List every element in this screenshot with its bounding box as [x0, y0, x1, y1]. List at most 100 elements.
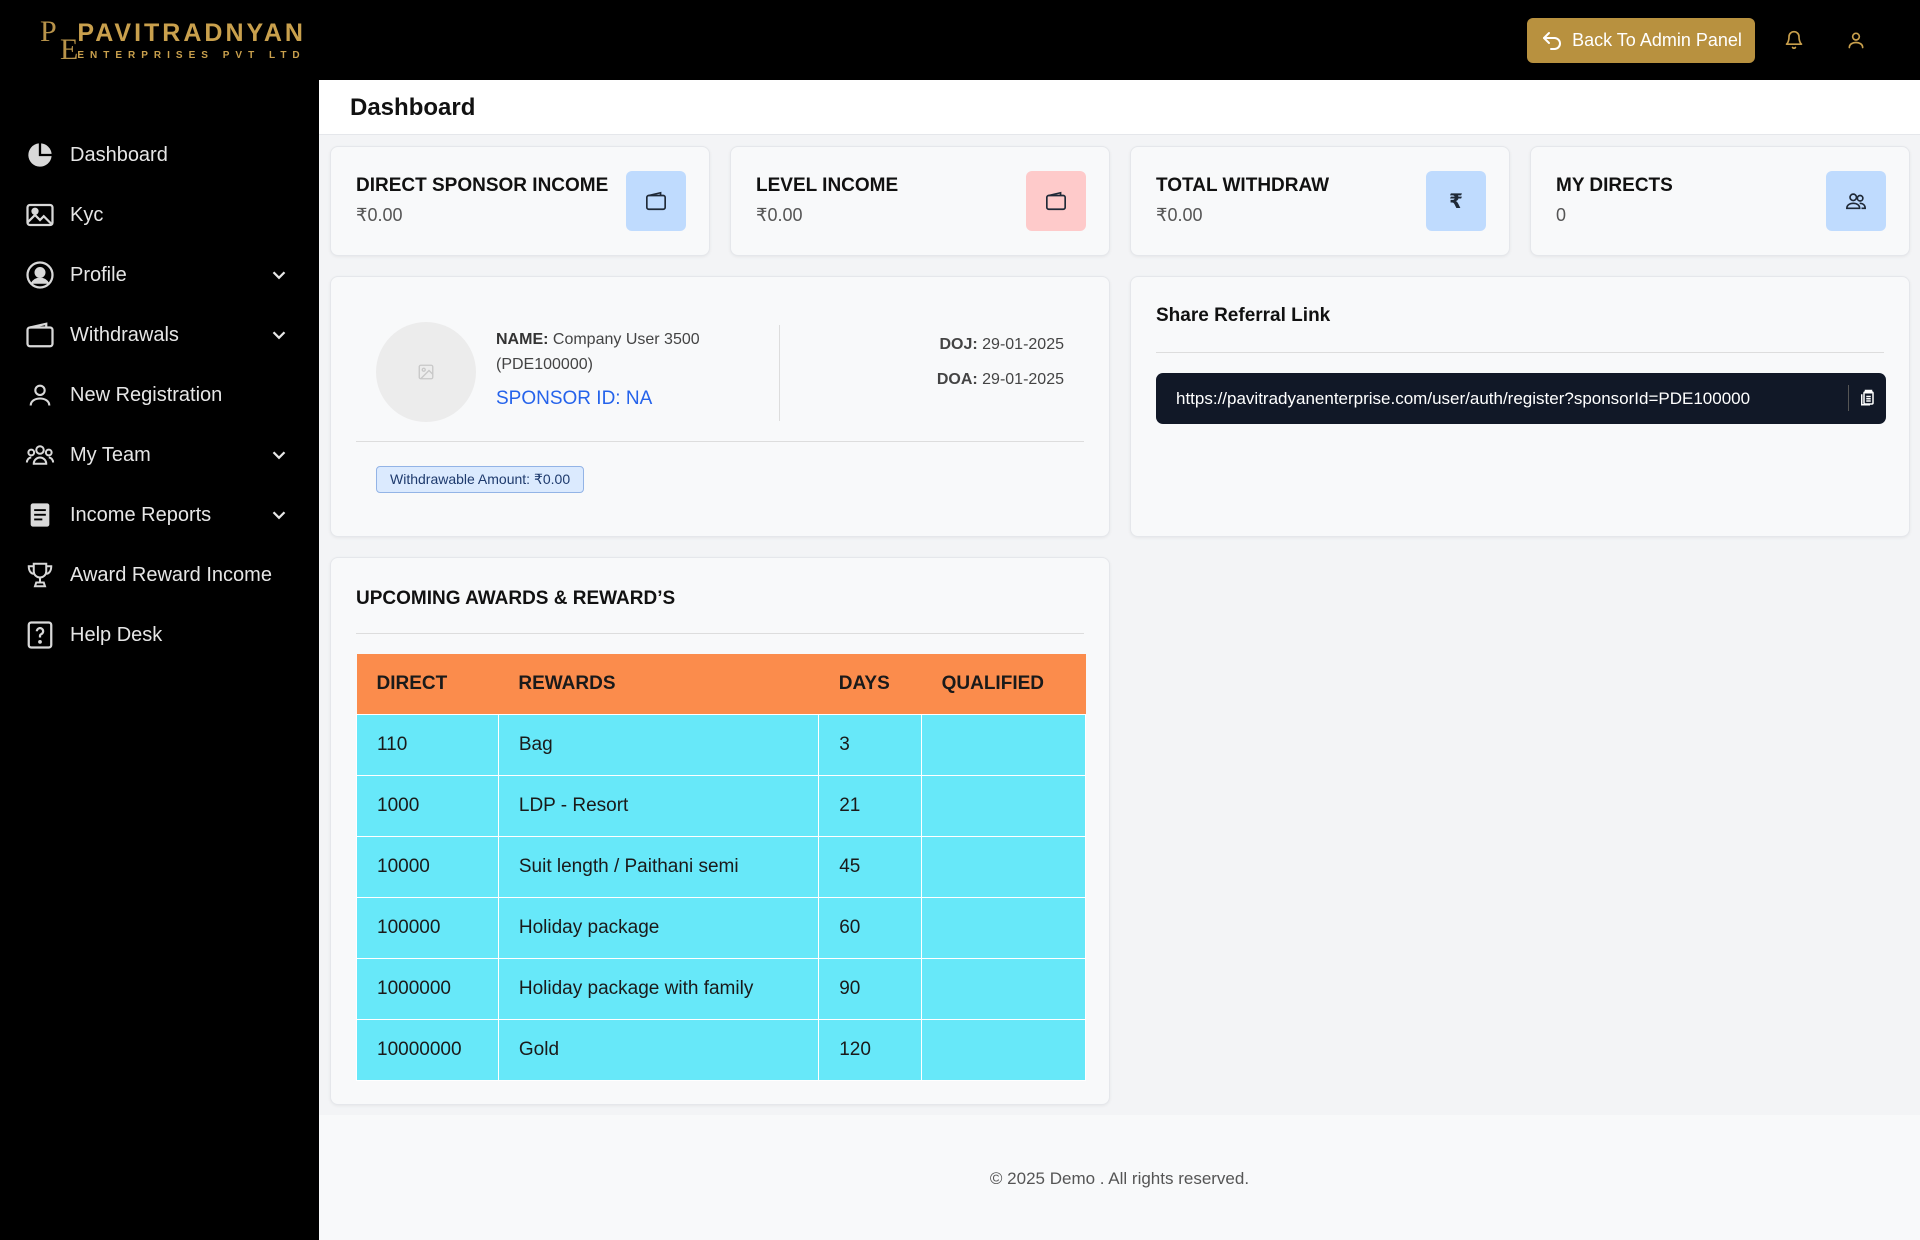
table-cell [921, 1018, 1086, 1081]
table-cell: Bag [497, 713, 820, 776]
table-cell: 60 [818, 896, 923, 959]
sidebar-item-kyc[interactable]: Kyc [0, 190, 319, 240]
table-cell: 100000 [356, 896, 499, 959]
stat-card-total-withdraw: TOTAL WITHDRAW ₹0.00 ₹ [1130, 146, 1510, 256]
footer: © 2025 Demo . All rights reserved. [319, 1115, 1920, 1240]
sponsor-id: SPONSOR ID: NA [496, 388, 653, 409]
sidebar: Dashboard Kyc Profile Withdrawals New Re… [0, 80, 319, 1240]
table-row: 110 Bag 3 [356, 713, 1086, 776]
divider [356, 633, 1084, 634]
stat-card-direct-sponsor-income: DIRECT SPONSOR INCOME ₹0.00 [330, 146, 710, 256]
table-cell: LDP - Resort [497, 774, 820, 837]
referral-title: Share Referral Link [1156, 305, 1331, 326]
awards-table: DIRECT REWARDS DAYS QUALIFIED 110 Bag 3 … [356, 654, 1086, 1081]
stat-value: ₹0.00 [356, 205, 403, 225]
column-header: DAYS [818, 654, 922, 714]
divider [779, 325, 780, 421]
table-cell [921, 957, 1086, 1020]
profile-card: NAME: Company User 3500 (PDE100000) SPON… [330, 276, 1110, 537]
table-cell: Holiday package with family [497, 957, 820, 1020]
table-cell: 120 [818, 1018, 923, 1081]
table-cell: Suit length / Paithani semi [497, 835, 820, 898]
table-cell: Holiday package [497, 896, 820, 959]
profile-dates: DOJ: 29-01-2025 DOA: 29-01-2025 [937, 327, 1064, 397]
table-header-row: DIRECT REWARDS DAYS QUALIFIED [356, 654, 1086, 714]
stat-value: ₹0.00 [756, 205, 803, 225]
awards-card: UPCOMING AWARDS & REWARD’S DIRECT REWARD… [330, 557, 1110, 1105]
divider [356, 441, 1084, 442]
trophy-icon [24, 559, 56, 591]
user-circle-icon [24, 259, 56, 291]
stat-value: 0 [1556, 205, 1567, 225]
main-header: Dashboard [319, 80, 1920, 135]
rupee-icon: ₹ [1426, 171, 1486, 231]
awards-title: UPCOMING AWARDS & REWARD’S [356, 588, 676, 609]
users-icon [1826, 171, 1886, 231]
wallet-icon [626, 171, 686, 231]
doa: DOA: 29-01-2025 [936, 371, 1064, 388]
sidebar-item-withdrawals[interactable]: Withdrawals [0, 310, 319, 360]
document-icon [24, 499, 56, 531]
stat-title: DIRECT SPONSOR INCOME [356, 175, 609, 196]
sidebar-item-help-desk[interactable]: Help Desk [0, 610, 319, 660]
table-cell: 45 [818, 835, 923, 898]
sidebar-item-new-registration[interactable]: New Registration [0, 370, 319, 420]
table-cell: 3 [818, 713, 923, 776]
sidebar-item-award-reward-income[interactable]: Award Reward Income [0, 550, 319, 600]
copy-icon[interactable] [1848, 385, 1876, 411]
column-header: DIRECT [356, 654, 499, 714]
top-bar: P E PAVITRADNYAN ENTERPRISES PVT LTD Bac… [0, 0, 1920, 80]
user-icon [24, 379, 56, 411]
table-cell [921, 835, 1086, 898]
sidebar-item-dashboard[interactable]: Dashboard [0, 130, 319, 180]
doj: DOJ: 29-01-2025 [939, 336, 1064, 353]
table-row: 1000 LDP - Resort 21 [356, 774, 1086, 837]
back-to-admin-label: Back To Admin Panel [1572, 30, 1742, 50]
table-cell: 110 [356, 713, 499, 776]
referral-link[interactable]: https://pavitradyanenterprise.com/user/a… [1176, 388, 1751, 408]
page-title: Dashboard [350, 94, 476, 121]
table-row: 10000 Suit length / Paithani semi 45 [356, 835, 1086, 898]
table-cell: 10000 [356, 835, 499, 898]
column-header: QUALIFIED [921, 654, 1086, 714]
divider [1156, 352, 1884, 353]
withdrawable-amount-badge: Withdrawable Amount: ₹0.00 [376, 466, 585, 493]
image-placeholder-icon [418, 364, 434, 380]
table-cell: 10000000 [356, 1018, 499, 1081]
brand-subtitle: ENTERPRISES PVT LTD [77, 50, 306, 61]
copyright-text: © 2025 Demo . All rights reserved. [989, 1169, 1250, 1188]
table-cell [921, 713, 1086, 776]
table-row: 1000000 Holiday package with family 90 [356, 957, 1086, 1020]
users-icon [24, 439, 56, 471]
pie-chart-icon [24, 139, 56, 171]
sidebar-item-profile[interactable]: Profile [0, 250, 319, 300]
return-arrow-icon [1543, 31, 1562, 50]
brand-title: PAVITRADNYAN [77, 19, 306, 47]
image-icon [24, 199, 56, 231]
table-row: 10000000 Gold 120 [356, 1018, 1086, 1081]
stat-value: ₹0.00 [1156, 205, 1203, 225]
sidebar-item-my-team[interactable]: My Team [0, 430, 319, 480]
chevron-down-icon [272, 511, 286, 520]
table-cell: 90 [818, 957, 923, 1020]
question-icon [24, 619, 56, 651]
brand-logo[interactable]: P E PAVITRADNYAN ENTERPRISES PVT LTD [36, 10, 306, 70]
table-row: 100000 Holiday package 60 [356, 896, 1086, 959]
sidebar-item-income-reports[interactable]: Income Reports [0, 490, 319, 540]
referral-card: Share Referral Link https://pavitradyane… [1130, 276, 1910, 537]
column-header: REWARDS [498, 654, 819, 714]
profile-name: NAME: Company User 3500 (PDE100000) [496, 331, 700, 373]
chevron-down-icon [272, 451, 286, 460]
wallet-icon [24, 319, 56, 351]
table-cell: 1000 [356, 774, 499, 837]
stat-title: LEVEL INCOME [756, 175, 899, 196]
chevron-down-icon [272, 331, 286, 340]
table-cell: 21 [818, 774, 923, 837]
stat-title: TOTAL WITHDRAW [1156, 175, 1330, 196]
bell-icon[interactable] [1780, 26, 1808, 54]
referral-link-box[interactable]: https://pavitradyanenterprise.com/user/a… [1156, 373, 1886, 424]
table-cell: Gold [497, 1018, 820, 1081]
avatar [376, 322, 476, 422]
user-icon[interactable] [1842, 26, 1870, 54]
back-to-admin-button[interactable]: Back To Admin Panel [1527, 18, 1755, 63]
